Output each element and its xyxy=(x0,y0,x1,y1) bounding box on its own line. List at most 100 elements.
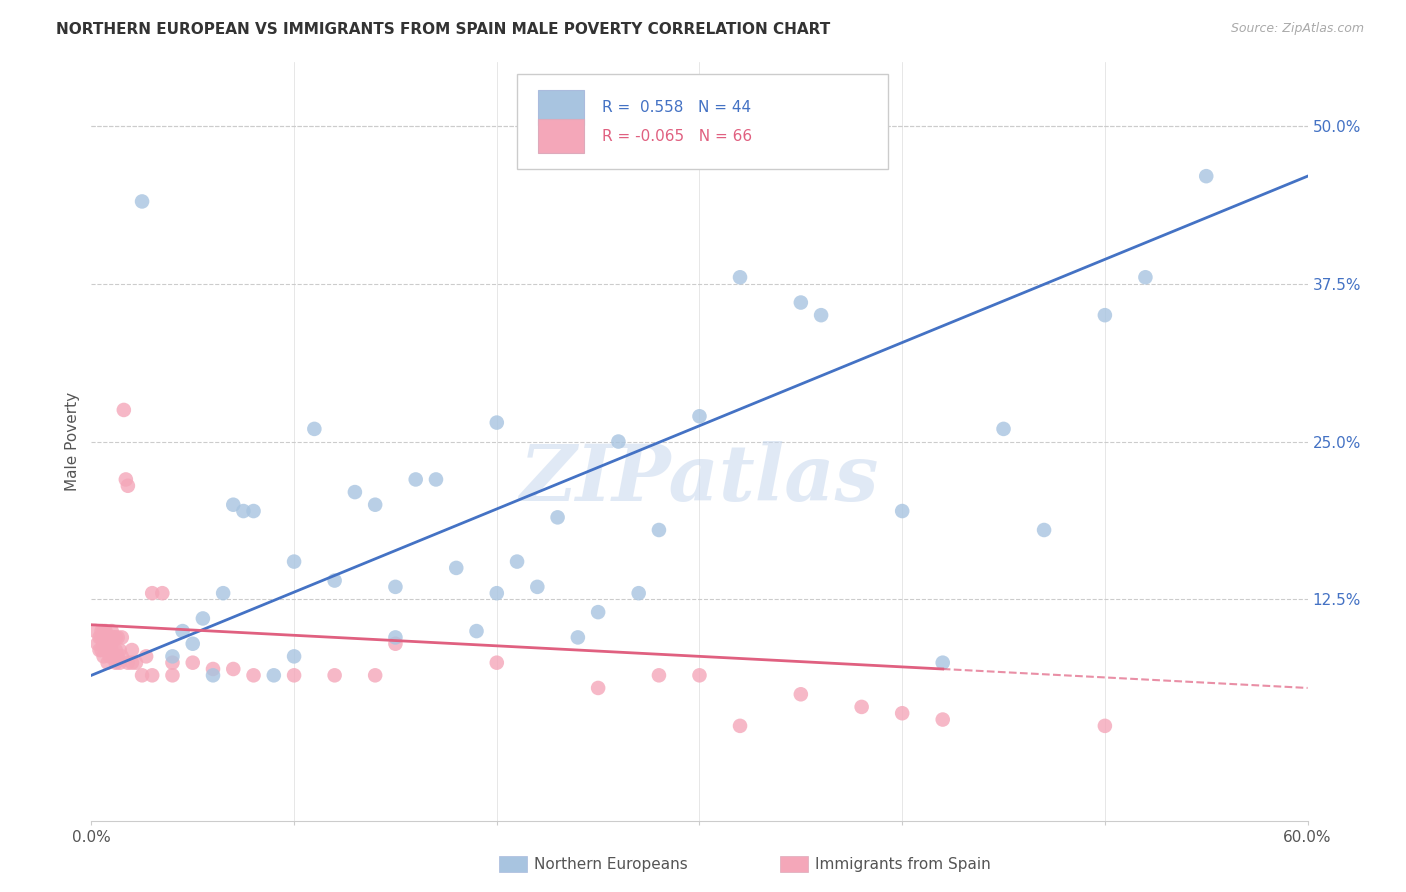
Point xyxy=(444,561,467,575)
FancyBboxPatch shape xyxy=(517,74,889,169)
Point xyxy=(121,656,143,670)
Point xyxy=(98,643,121,657)
Point xyxy=(90,631,112,645)
Point xyxy=(98,631,121,645)
Point xyxy=(107,631,129,645)
Point xyxy=(263,668,285,682)
Point xyxy=(131,194,153,209)
FancyBboxPatch shape xyxy=(537,90,583,125)
Point xyxy=(90,624,112,639)
Point xyxy=(304,422,326,436)
Point xyxy=(547,510,569,524)
Point xyxy=(728,270,751,285)
Point xyxy=(1195,169,1218,184)
Point xyxy=(135,649,157,664)
Point xyxy=(117,656,139,670)
Text: Source: ZipAtlas.com: Source: ZipAtlas.com xyxy=(1230,22,1364,36)
Point xyxy=(283,649,305,664)
Text: Northern Europeans: Northern Europeans xyxy=(534,857,688,871)
Point xyxy=(117,479,139,493)
Point xyxy=(108,656,131,670)
Point xyxy=(112,403,135,417)
Point xyxy=(98,649,121,664)
FancyBboxPatch shape xyxy=(537,120,583,153)
Point xyxy=(202,662,225,676)
Point xyxy=(790,295,813,310)
Point xyxy=(465,624,488,639)
Point xyxy=(728,719,751,733)
Point xyxy=(688,409,710,424)
Point xyxy=(364,668,387,682)
Point xyxy=(162,656,184,670)
Point xyxy=(111,649,134,664)
Point xyxy=(790,687,813,701)
Point xyxy=(283,668,305,682)
Y-axis label: Male Poverty: Male Poverty xyxy=(65,392,80,491)
Point xyxy=(84,624,107,639)
Point xyxy=(86,637,108,651)
Point xyxy=(181,637,204,651)
Text: NORTHERN EUROPEAN VS IMMIGRANTS FROM SPAIN MALE POVERTY CORRELATION CHART: NORTHERN EUROPEAN VS IMMIGRANTS FROM SPA… xyxy=(56,22,831,37)
Point xyxy=(141,586,163,600)
Point xyxy=(384,637,406,651)
Point xyxy=(648,523,671,537)
Point xyxy=(485,416,508,430)
Point xyxy=(103,631,125,645)
Point xyxy=(90,643,112,657)
Point xyxy=(891,706,914,721)
Point xyxy=(97,631,120,645)
Text: Immigrants from Spain: Immigrants from Spain xyxy=(815,857,991,871)
Point xyxy=(485,656,508,670)
Point xyxy=(162,649,184,664)
Point xyxy=(688,668,710,682)
Point xyxy=(172,624,194,639)
Point xyxy=(242,504,264,518)
Point xyxy=(100,624,122,639)
Point xyxy=(181,656,204,670)
Point xyxy=(94,624,117,639)
Point xyxy=(141,668,163,682)
Point xyxy=(323,574,346,588)
Point xyxy=(100,643,122,657)
Point xyxy=(323,668,346,682)
Point xyxy=(104,643,127,657)
Point xyxy=(150,586,173,600)
Text: R =  0.558   N = 44: R = 0.558 N = 44 xyxy=(602,100,751,115)
Point xyxy=(103,649,125,664)
Point xyxy=(191,611,214,625)
Point xyxy=(121,643,143,657)
Point xyxy=(648,668,671,682)
Point xyxy=(125,656,148,670)
Point xyxy=(104,656,127,670)
Point xyxy=(1094,719,1116,733)
Point xyxy=(586,605,609,619)
Point xyxy=(242,668,264,682)
Point xyxy=(97,656,120,670)
Point xyxy=(526,580,548,594)
Point xyxy=(111,631,134,645)
Point xyxy=(131,668,153,682)
Point xyxy=(607,434,630,449)
Point xyxy=(993,422,1015,436)
Point xyxy=(93,637,115,651)
Point xyxy=(851,699,873,714)
Point xyxy=(384,580,406,594)
Point xyxy=(232,504,254,518)
Point xyxy=(97,643,120,657)
Text: ZIPatlas: ZIPatlas xyxy=(520,442,879,517)
Point xyxy=(343,485,366,500)
Point xyxy=(93,624,115,639)
Point xyxy=(1094,308,1116,322)
Point xyxy=(810,308,832,322)
Point xyxy=(567,631,589,645)
Point xyxy=(108,643,131,657)
Point xyxy=(104,631,127,645)
Point xyxy=(202,668,225,682)
Point xyxy=(627,586,650,600)
Point xyxy=(425,473,447,487)
Point xyxy=(115,473,138,487)
Point xyxy=(931,656,953,670)
Text: R = -0.065   N = 66: R = -0.065 N = 66 xyxy=(602,128,752,144)
Point xyxy=(586,681,609,695)
Point xyxy=(100,637,122,651)
